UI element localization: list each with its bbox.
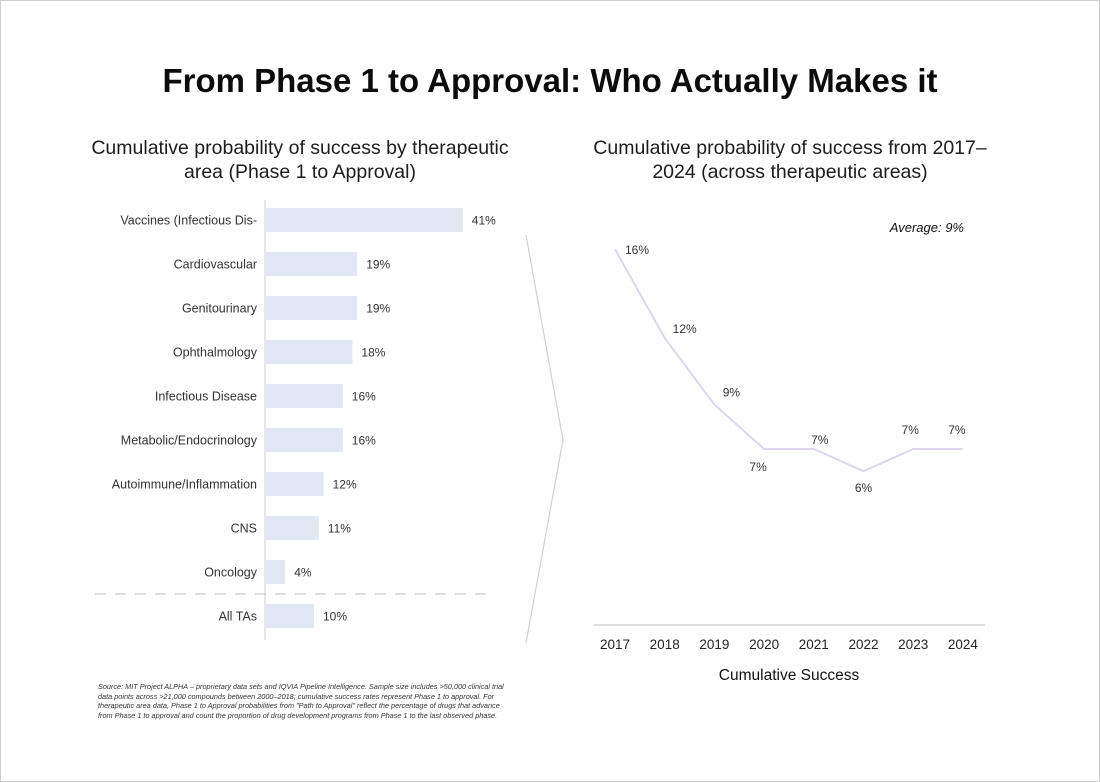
line-value-label: 16% (625, 243, 649, 257)
line-value-label: 12% (673, 322, 697, 336)
bar (266, 472, 324, 496)
year-tick-label: 2019 (699, 637, 729, 652)
bar-value-label: 16% (352, 390, 376, 404)
bar-value-label: 11% (328, 522, 351, 536)
bar-value-label: 16% (352, 434, 376, 448)
line-value-label: 9% (723, 386, 741, 400)
year-tick-label: 2017 (600, 637, 630, 652)
bar (266, 428, 343, 452)
bar (266, 296, 358, 320)
bar-category-label: Genitourinary (182, 302, 258, 316)
year-tick-label: 2023 (898, 637, 928, 652)
bar (266, 516, 319, 540)
bar (266, 340, 353, 364)
line-value-label: 7% (948, 423, 966, 437)
bar (266, 560, 286, 584)
line-value-label: 7% (902, 423, 920, 437)
year-tick-label: 2018 (650, 637, 680, 652)
bar-value-label: 41% (472, 214, 496, 228)
chevron-shape (525, 234, 564, 644)
source-note: Source: MIT Project ALPHA – proprietary … (98, 682, 504, 720)
bar-value-label: 4% (294, 566, 312, 580)
year-tick-label: 2020 (749, 637, 779, 652)
year-tick-label: 2022 (848, 637, 878, 652)
bar-value-label: 19% (366, 258, 390, 272)
bar-category-label: Metabolic/Endocrinology (121, 434, 258, 448)
main-title: From Phase 1 to Approval: Who Actually M… (162, 62, 938, 99)
bar-category-label: Vaccines (Infectious Dis- (120, 214, 257, 228)
average-annotation: Average: 9% (889, 220, 964, 235)
bar-value-label: 10% (323, 610, 347, 624)
bar-value-label: 19% (366, 302, 390, 316)
bar (266, 208, 463, 232)
bar-value-label: 18% (361, 346, 385, 360)
x-axis-title: Cumulative Success (719, 667, 860, 684)
bar (266, 384, 343, 408)
line-chart-title: Cumulative probability of success from 2… (593, 137, 987, 183)
bar (266, 252, 358, 276)
line-chart: 16% 12% 9% 7% 7% 6% 7% 7% 2017 2018 2019 2020 2021 20… (594, 220, 985, 684)
line-value-label: 7% (811, 433, 829, 447)
bar-value-label: 12% (333, 478, 357, 492)
line-value-label: 6% (855, 481, 873, 495)
bar (266, 604, 314, 628)
year-tick-label: 2024 (948, 637, 979, 652)
chevron-divider (525, 234, 564, 644)
bar-category-label: All TAs (219, 610, 257, 624)
line-value-label: 7% (749, 460, 767, 474)
bar-category-label: Infectious Disease (155, 390, 257, 404)
bar-chart: Vaccines (Infectious Dis- 41% Cardiovascul… (95, 200, 496, 640)
bar-category-label: Cardiovascular (174, 258, 257, 272)
bar-category-label: Ophthalmology (173, 346, 258, 360)
bar-category-label: Autoimmune/Inflammation (112, 478, 257, 492)
year-tick-label: 2021 (799, 637, 829, 652)
bar-category-label: CNS (231, 522, 257, 536)
bar-category-label: Oncology (204, 566, 258, 580)
trend-line (614, 248, 963, 473)
bar-chart-title: Cumulative probability of success by the… (91, 137, 509, 183)
